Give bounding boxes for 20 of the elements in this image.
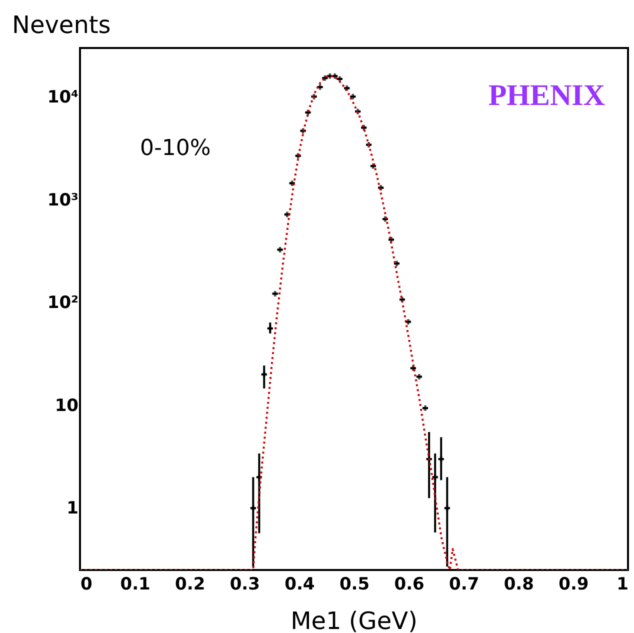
x-tick-label: 0.9 — [558, 574, 589, 594]
x-tick-label: 0.2 — [175, 574, 206, 594]
y-tick-label: 10⁴ — [47, 88, 78, 108]
x-tick-label: 0.3 — [230, 574, 260, 594]
annotation: 0-10% — [140, 136, 211, 161]
x-tick-label: 0 — [80, 574, 92, 594]
x-tick-label: 0.7 — [449, 574, 480, 594]
y-tick-label: 10 — [54, 396, 79, 416]
y-tick-label: 1 — [66, 498, 78, 519]
x-tick-label: 0.5 — [339, 574, 370, 594]
x-tick-label: 0.4 — [284, 574, 315, 594]
x-axis-title: Me1 (GeV) — [290, 607, 418, 633]
annotation: PHENIX — [488, 79, 606, 112]
y-axis-title: Nevents — [12, 11, 111, 39]
y-tick-label: 10³ — [47, 190, 78, 210]
x-tick-label: 0.8 — [504, 574, 534, 594]
x-tick-label: 0.6 — [394, 574, 424, 594]
x-tick-label: 1 — [616, 574, 628, 594]
x-tick-label: 0.1 — [120, 574, 150, 594]
y-tick-label: 10² — [47, 293, 78, 314]
